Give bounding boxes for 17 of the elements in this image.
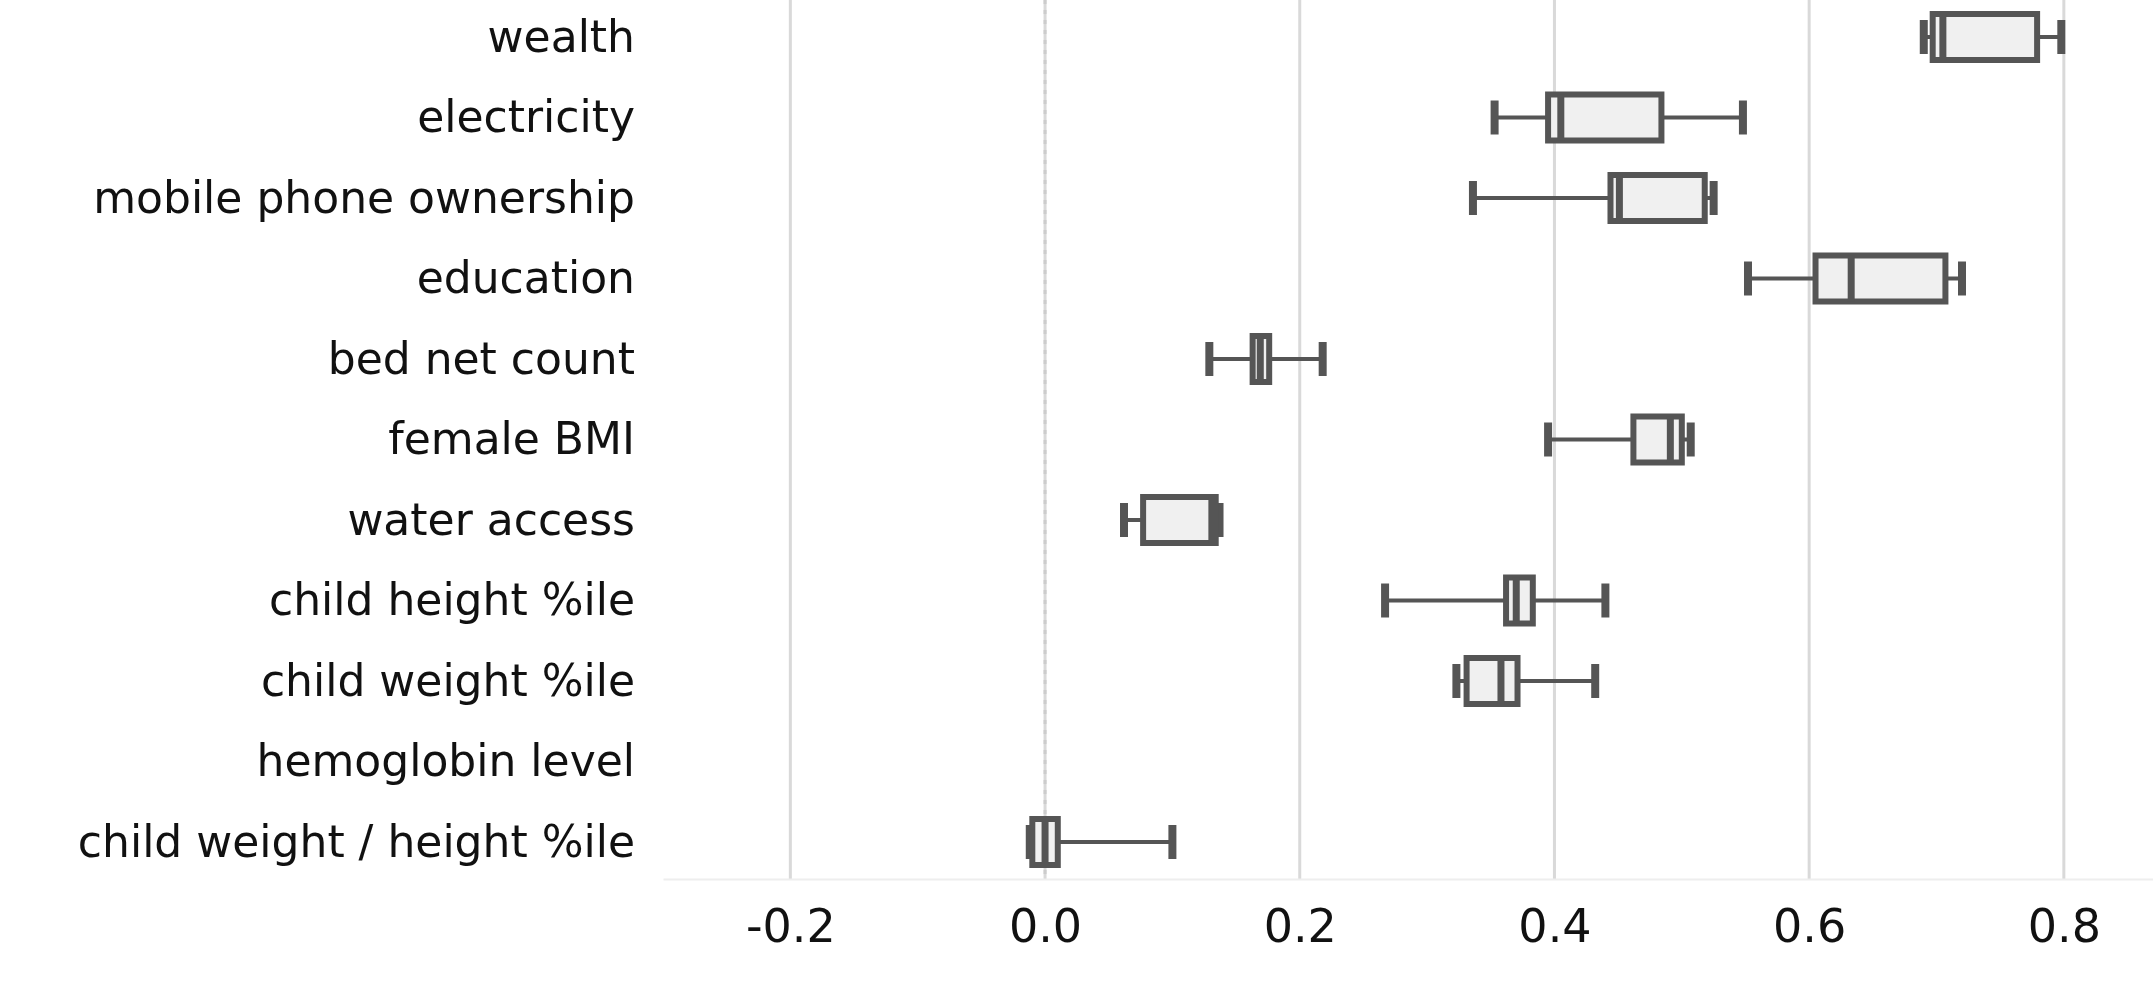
y-tick-label: wealth: [487, 10, 635, 62]
x-tick-label: 0.0: [1008, 898, 1083, 953]
x-tick-label: -0.2: [745, 898, 836, 953]
y-tick-label: education: [416, 252, 635, 304]
y-tick-label: child height %ile: [268, 574, 635, 626]
x-tick-label: 0.8: [2027, 898, 2101, 953]
y-tick-label: hemoglobin level: [256, 735, 635, 787]
y-tick-label: bed net count: [327, 332, 635, 384]
x-tick-label: 0.2: [1263, 898, 1337, 953]
y-tick-label: child weight / height %ile: [77, 815, 635, 867]
x-tick-label: 0.4: [1518, 898, 1592, 953]
y-tick-label: mobile phone ownership: [93, 171, 635, 223]
y-tick-label: child weight %ile: [260, 654, 635, 706]
x-tick-label: 0.6: [1773, 898, 1847, 953]
y-tick-label: water access: [347, 493, 635, 545]
y-tick-label: female BMI: [388, 413, 635, 465]
y-tick-label: electricity: [417, 91, 635, 143]
